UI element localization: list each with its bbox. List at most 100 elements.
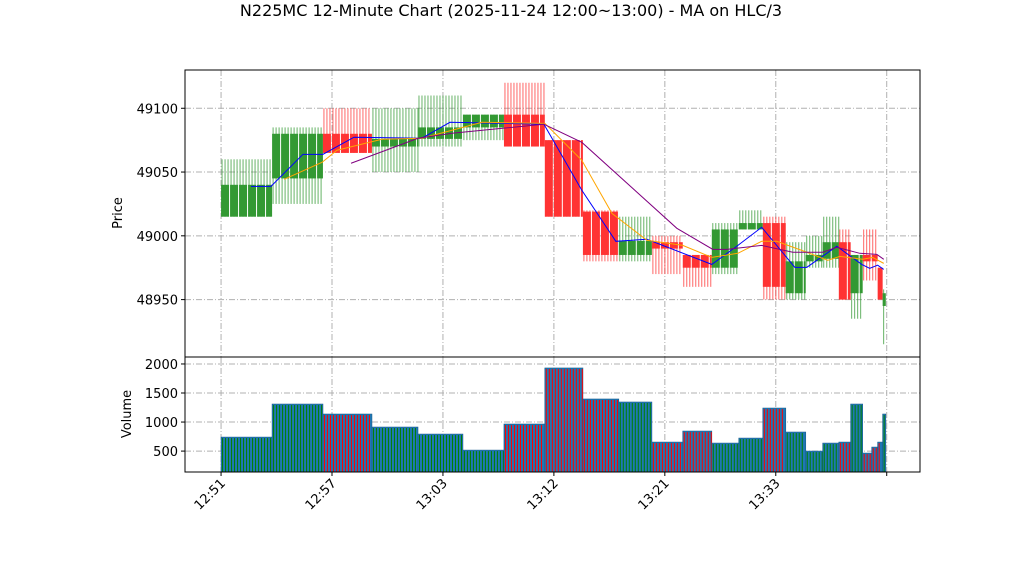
volume-axes-frame	[184, 356, 921, 473]
candle	[862, 229, 871, 281]
candle-body	[489, 114, 498, 128]
candle-body	[591, 211, 600, 255]
candle-body	[562, 140, 571, 217]
candle-body	[416, 138, 418, 147]
price-tick-label: 49100	[137, 102, 178, 117]
candle-body	[847, 242, 851, 300]
candle-body	[444, 127, 453, 139]
volume-bar-fill	[871, 446, 878, 473]
candle	[877, 267, 883, 300]
candle-body	[877, 267, 883, 300]
candle	[221, 159, 273, 217]
candle-body	[322, 133, 331, 153]
candle-body	[627, 240, 636, 255]
candle-body	[417, 127, 426, 139]
volume-bar	[871, 446, 878, 473]
candle-body	[471, 114, 480, 128]
candle-body	[503, 114, 512, 147]
x-tick-label: 12:51	[192, 476, 229, 513]
volume-bar-fill	[805, 450, 824, 473]
candle-body	[367, 133, 372, 153]
candle-body	[530, 114, 539, 147]
volume-bar	[850, 403, 863, 473]
candle-body	[299, 133, 308, 179]
candle-body	[780, 223, 786, 287]
candle-body	[317, 133, 323, 179]
moving-average-line	[350, 123, 885, 260]
candle-body	[669, 242, 678, 249]
volume-bar-fill	[738, 437, 764, 473]
candle-body	[512, 114, 521, 147]
candle-body	[850, 254, 859, 294]
candle	[805, 235, 823, 268]
candle-body	[882, 293, 886, 306]
candle-body	[660, 242, 669, 249]
volume-bar	[220, 436, 273, 473]
candle-body	[756, 223, 763, 230]
candle-body	[358, 133, 367, 153]
x-tick-label: 13:33	[747, 476, 784, 513]
candle-body	[794, 261, 803, 294]
candle	[882, 289, 886, 345]
candle	[785, 242, 806, 300]
candle-body	[281, 133, 290, 179]
volume-bar	[582, 398, 620, 473]
volume-bar	[544, 367, 584, 473]
candle-body	[747, 223, 756, 230]
candle-body	[636, 240, 645, 255]
candle-body	[349, 133, 358, 153]
candle-body	[266, 184, 273, 217]
volume-bar	[711, 442, 740, 473]
candle-body	[380, 138, 389, 147]
candle-body	[609, 211, 618, 255]
candle-body	[340, 133, 349, 153]
candle-body	[738, 223, 747, 230]
x-tick-label: 13:12	[525, 476, 562, 513]
candle-body	[371, 138, 380, 147]
volume-bar	[805, 450, 824, 473]
candle-body	[720, 229, 729, 268]
price-tick-label: 49050	[137, 166, 178, 181]
volume-bar	[371, 426, 419, 473]
volume-bar	[271, 403, 324, 473]
candle-body	[389, 138, 398, 147]
candle-body	[691, 254, 700, 268]
candle	[822, 216, 840, 268]
candle	[582, 210, 618, 262]
candle-body	[803, 261, 806, 294]
price-tick-label: 49000	[137, 230, 178, 245]
x-tick-label: 13:21	[636, 476, 673, 513]
candle	[371, 108, 419, 173]
volume-bar	[651, 441, 684, 473]
candle-body	[248, 184, 257, 217]
volume-bar-fill	[371, 426, 419, 473]
volume-bar	[738, 437, 764, 473]
candle-body	[709, 254, 712, 268]
candle-body	[239, 184, 248, 217]
volume-bars	[220, 367, 887, 473]
candle	[544, 140, 583, 217]
candle	[838, 229, 851, 300]
volume-tick-label: 500	[153, 445, 178, 460]
candle-body	[272, 133, 281, 179]
candle-body	[618, 240, 627, 255]
candle-body	[290, 133, 299, 179]
volume-bar	[785, 431, 807, 473]
volume-bar	[682, 430, 713, 473]
x-tick-label: 13:03	[414, 476, 451, 513]
candle-body	[571, 140, 580, 217]
volume-bar	[503, 423, 546, 473]
candle	[322, 108, 372, 153]
volume-bar-fill	[582, 398, 620, 473]
candle	[850, 254, 863, 319]
volume-bar	[838, 441, 851, 473]
candle-body	[257, 184, 266, 217]
candle-body	[462, 114, 471, 128]
x-tick-label: 12:57	[303, 476, 340, 513]
volume-bar	[417, 433, 464, 473]
candle-body	[600, 211, 609, 255]
volume-tick-label: 1000	[145, 416, 178, 431]
volume-bar-fill	[877, 441, 883, 473]
candle-body	[544, 140, 553, 217]
volume-tick-label: 2000	[145, 358, 178, 373]
